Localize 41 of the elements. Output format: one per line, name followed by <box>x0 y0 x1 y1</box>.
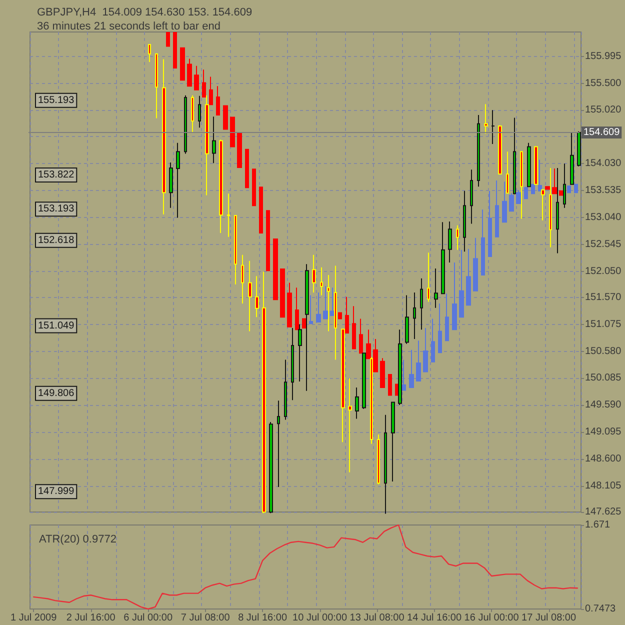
x-tick-label: 13 Jul 08:00 <box>350 612 405 624</box>
annotation: 155.193 <box>38 94 75 106</box>
y-tick-label: 148.105 <box>585 480 622 492</box>
y-tick-label: 149.590 <box>585 400 622 411</box>
x-tick-label: 16 Jul 00:00 <box>464 612 520 624</box>
y-tick-label: 150.085 <box>585 372 622 384</box>
y-tick-label: 154.030 <box>585 158 622 170</box>
x-tick-label: 7 Jul 08:00 <box>180 612 230 624</box>
y-tick-label: 155.995 <box>585 51 622 62</box>
ref-line-label: 154.609 <box>584 126 620 138</box>
annotation: 149.806 <box>38 388 75 399</box>
y-tick-label: 0.7473 <box>585 604 616 614</box>
x-tick-label: 1 Jul 2009 <box>10 612 58 624</box>
y-tick-label: 151.075 <box>585 318 622 330</box>
x-tick-label: 14 Jul 16:00 <box>407 612 462 624</box>
y-tick-label: 150.580 <box>585 346 622 357</box>
x-tick-label: 17 Jul 08:00 <box>522 612 576 624</box>
y-tick-label: 155.020 <box>585 104 622 116</box>
annotation: 153.822 <box>38 169 75 180</box>
y-tick-label: 152.545 <box>585 238 622 250</box>
annotation: 151.049 <box>38 320 75 332</box>
x-tick-label: 8 Jul 16:00 <box>238 612 288 624</box>
y-tick-label: 152.050 <box>585 266 622 277</box>
x-tick-label: 6 Jul 00:00 <box>124 612 173 624</box>
x-tick-label: 10 Jul 00:00 <box>292 612 348 624</box>
chart-subtitle: 36 minutes 21 seconds left to bar end <box>37 20 220 32</box>
y-tick-label: 1.671 <box>585 520 610 530</box>
annotation: 153.193 <box>38 204 75 215</box>
y-tick-label: 148.600 <box>585 453 622 464</box>
y-tick-label: 151.570 <box>585 292 622 303</box>
annotation: 147.999 <box>38 486 75 498</box>
line-series <box>32 524 578 610</box>
chart-title: GBPJPY,H4 154.009 154.630 153. 154.609 <box>37 6 252 18</box>
x-tick-label: 2 Jul 16:00 <box>66 612 116 624</box>
y-tick-label: 153.535 <box>585 185 622 196</box>
y-tick-label: 153.040 <box>585 212 622 223</box>
y-tick-label: 149.095 <box>585 426 622 438</box>
text: ATR(20) 0.9772 <box>39 534 116 546</box>
y-tick-label: 155.500 <box>585 78 622 90</box>
annotation: 152.618 <box>38 234 75 246</box>
y-tick-label: 147.625 <box>585 506 622 518</box>
